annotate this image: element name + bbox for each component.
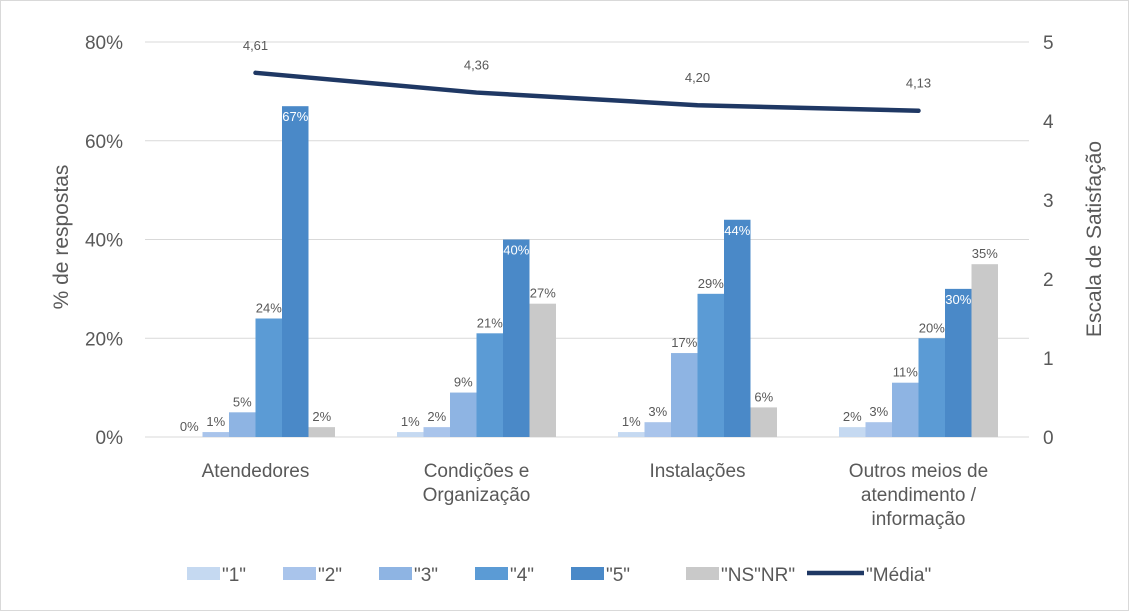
media-line: 4,61 4,36 4,20 4,13: [243, 38, 931, 113]
legend-label: "Média": [866, 565, 931, 586]
bar-data-labels: 0% 1% 1% 2% 1% 2% 3% 3% 5% 9% 17% 11% 24% 21% 29% 20% 67…: [180, 109, 998, 434]
bar-data-label: 9%: [454, 375, 473, 390]
y2-tick-label: 4: [1043, 112, 1054, 133]
bar-data-label: 44%: [724, 223, 750, 238]
bar-data-label: 2%: [843, 409, 862, 424]
legend-label: "1": [222, 565, 246, 586]
bar: [618, 432, 645, 437]
y-tick-label: 20%: [85, 329, 123, 350]
line-data-label: 4,20: [685, 70, 710, 85]
left-axis-ticks: 0% 20% 40% 60% 80%: [85, 33, 123, 449]
legend-label: "NS"NR": [721, 565, 795, 586]
bar: [839, 427, 866, 437]
right-axis-ticks: 0 1 2 3 4 5: [1043, 33, 1054, 449]
line-data-label: 4,61: [243, 38, 268, 53]
bar: [308, 427, 335, 437]
bar: [671, 353, 698, 437]
bar-data-label: 21%: [477, 315, 503, 330]
bar: [450, 392, 477, 437]
bar: [945, 288, 972, 437]
y2-tick-label: 3: [1043, 191, 1054, 212]
bar: [892, 382, 919, 437]
bar: [724, 219, 751, 437]
legend-swatch: [571, 567, 604, 580]
bar-data-label: 17%: [671, 335, 697, 350]
bar-data-label: 67%: [282, 109, 308, 124]
y2-tick-label: 1: [1043, 349, 1054, 370]
legend-label: "4": [510, 565, 534, 586]
bar: [476, 333, 503, 437]
y2-tick-label: 0: [1043, 428, 1054, 449]
y2-tick-label: 2: [1043, 270, 1054, 291]
category-label: Condições e: [424, 461, 530, 482]
bar-data-label: 0%: [180, 419, 199, 434]
left-axis-title: % de respostas: [50, 165, 73, 310]
bar-data-label: 24%: [256, 301, 282, 316]
bar: [865, 422, 892, 437]
category-label: Atendedores: [202, 461, 310, 482]
bar-data-label: 5%: [233, 394, 252, 409]
category-label: Instalações: [649, 461, 745, 482]
y-tick-label: 40%: [85, 231, 123, 252]
y-tick-label: 80%: [85, 33, 123, 54]
bar-data-label: 2%: [312, 409, 331, 424]
bar-data-label: 30%: [945, 292, 971, 307]
legend-swatch: [379, 567, 412, 580]
bar-data-label: 27%: [530, 286, 556, 301]
bar: [971, 264, 998, 437]
category-label: atendimento /: [861, 485, 977, 506]
bar: [397, 432, 424, 437]
line-data-label: 4,13: [906, 76, 931, 91]
y-tick-label: 60%: [85, 132, 123, 153]
bar-data-label: 35%: [972, 246, 998, 261]
bar-series: [202, 106, 998, 437]
category-labels: Atendedores Condições e Organização Instala…: [202, 461, 989, 530]
bar-data-label: 20%: [919, 320, 945, 335]
bar: [282, 106, 309, 437]
bar-data-label: 40%: [503, 243, 529, 258]
legend-swatch: [686, 567, 719, 580]
legend-label: "2": [318, 565, 342, 586]
legend-label: "3": [414, 565, 438, 586]
bar: [529, 303, 556, 437]
bar-data-label: 1%: [206, 414, 225, 429]
bar-data-label: 29%: [698, 276, 724, 291]
legend-swatch: [475, 567, 508, 580]
legend-label: "5": [606, 565, 630, 586]
category-label: Organização: [423, 485, 531, 506]
bar: [644, 422, 671, 437]
legend: "1" "2" "3" "4" "5" "NS"NR" "Média": [187, 565, 931, 586]
bar: [229, 412, 256, 437]
bar-data-label: 6%: [754, 389, 773, 404]
y-tick-label: 0%: [96, 428, 124, 449]
bar-data-label: 1%: [401, 414, 420, 429]
bar: [423, 427, 450, 437]
legend-swatch: [187, 567, 220, 580]
bar: [503, 239, 530, 437]
bar-data-label: 2%: [427, 409, 446, 424]
bar: [750, 407, 777, 437]
bar: [697, 293, 724, 437]
bar-data-label: 3%: [869, 404, 888, 419]
bar: [202, 432, 229, 437]
category-label: informação: [872, 509, 966, 530]
bar-data-label: 1%: [622, 414, 641, 429]
y2-tick-label: 5: [1043, 33, 1054, 54]
bar: [918, 338, 945, 437]
right-axis-title: Escala de Satisfação: [1083, 141, 1106, 337]
bar-data-label: 11%: [893, 365, 918, 380]
bar: [255, 318, 282, 437]
bar-data-label: 3%: [648, 404, 667, 419]
category-label: Outros meios de: [849, 461, 988, 482]
line-data-label: 4,36: [464, 58, 489, 73]
media-line-path: [253, 70, 921, 113]
legend-swatch: [283, 567, 316, 580]
